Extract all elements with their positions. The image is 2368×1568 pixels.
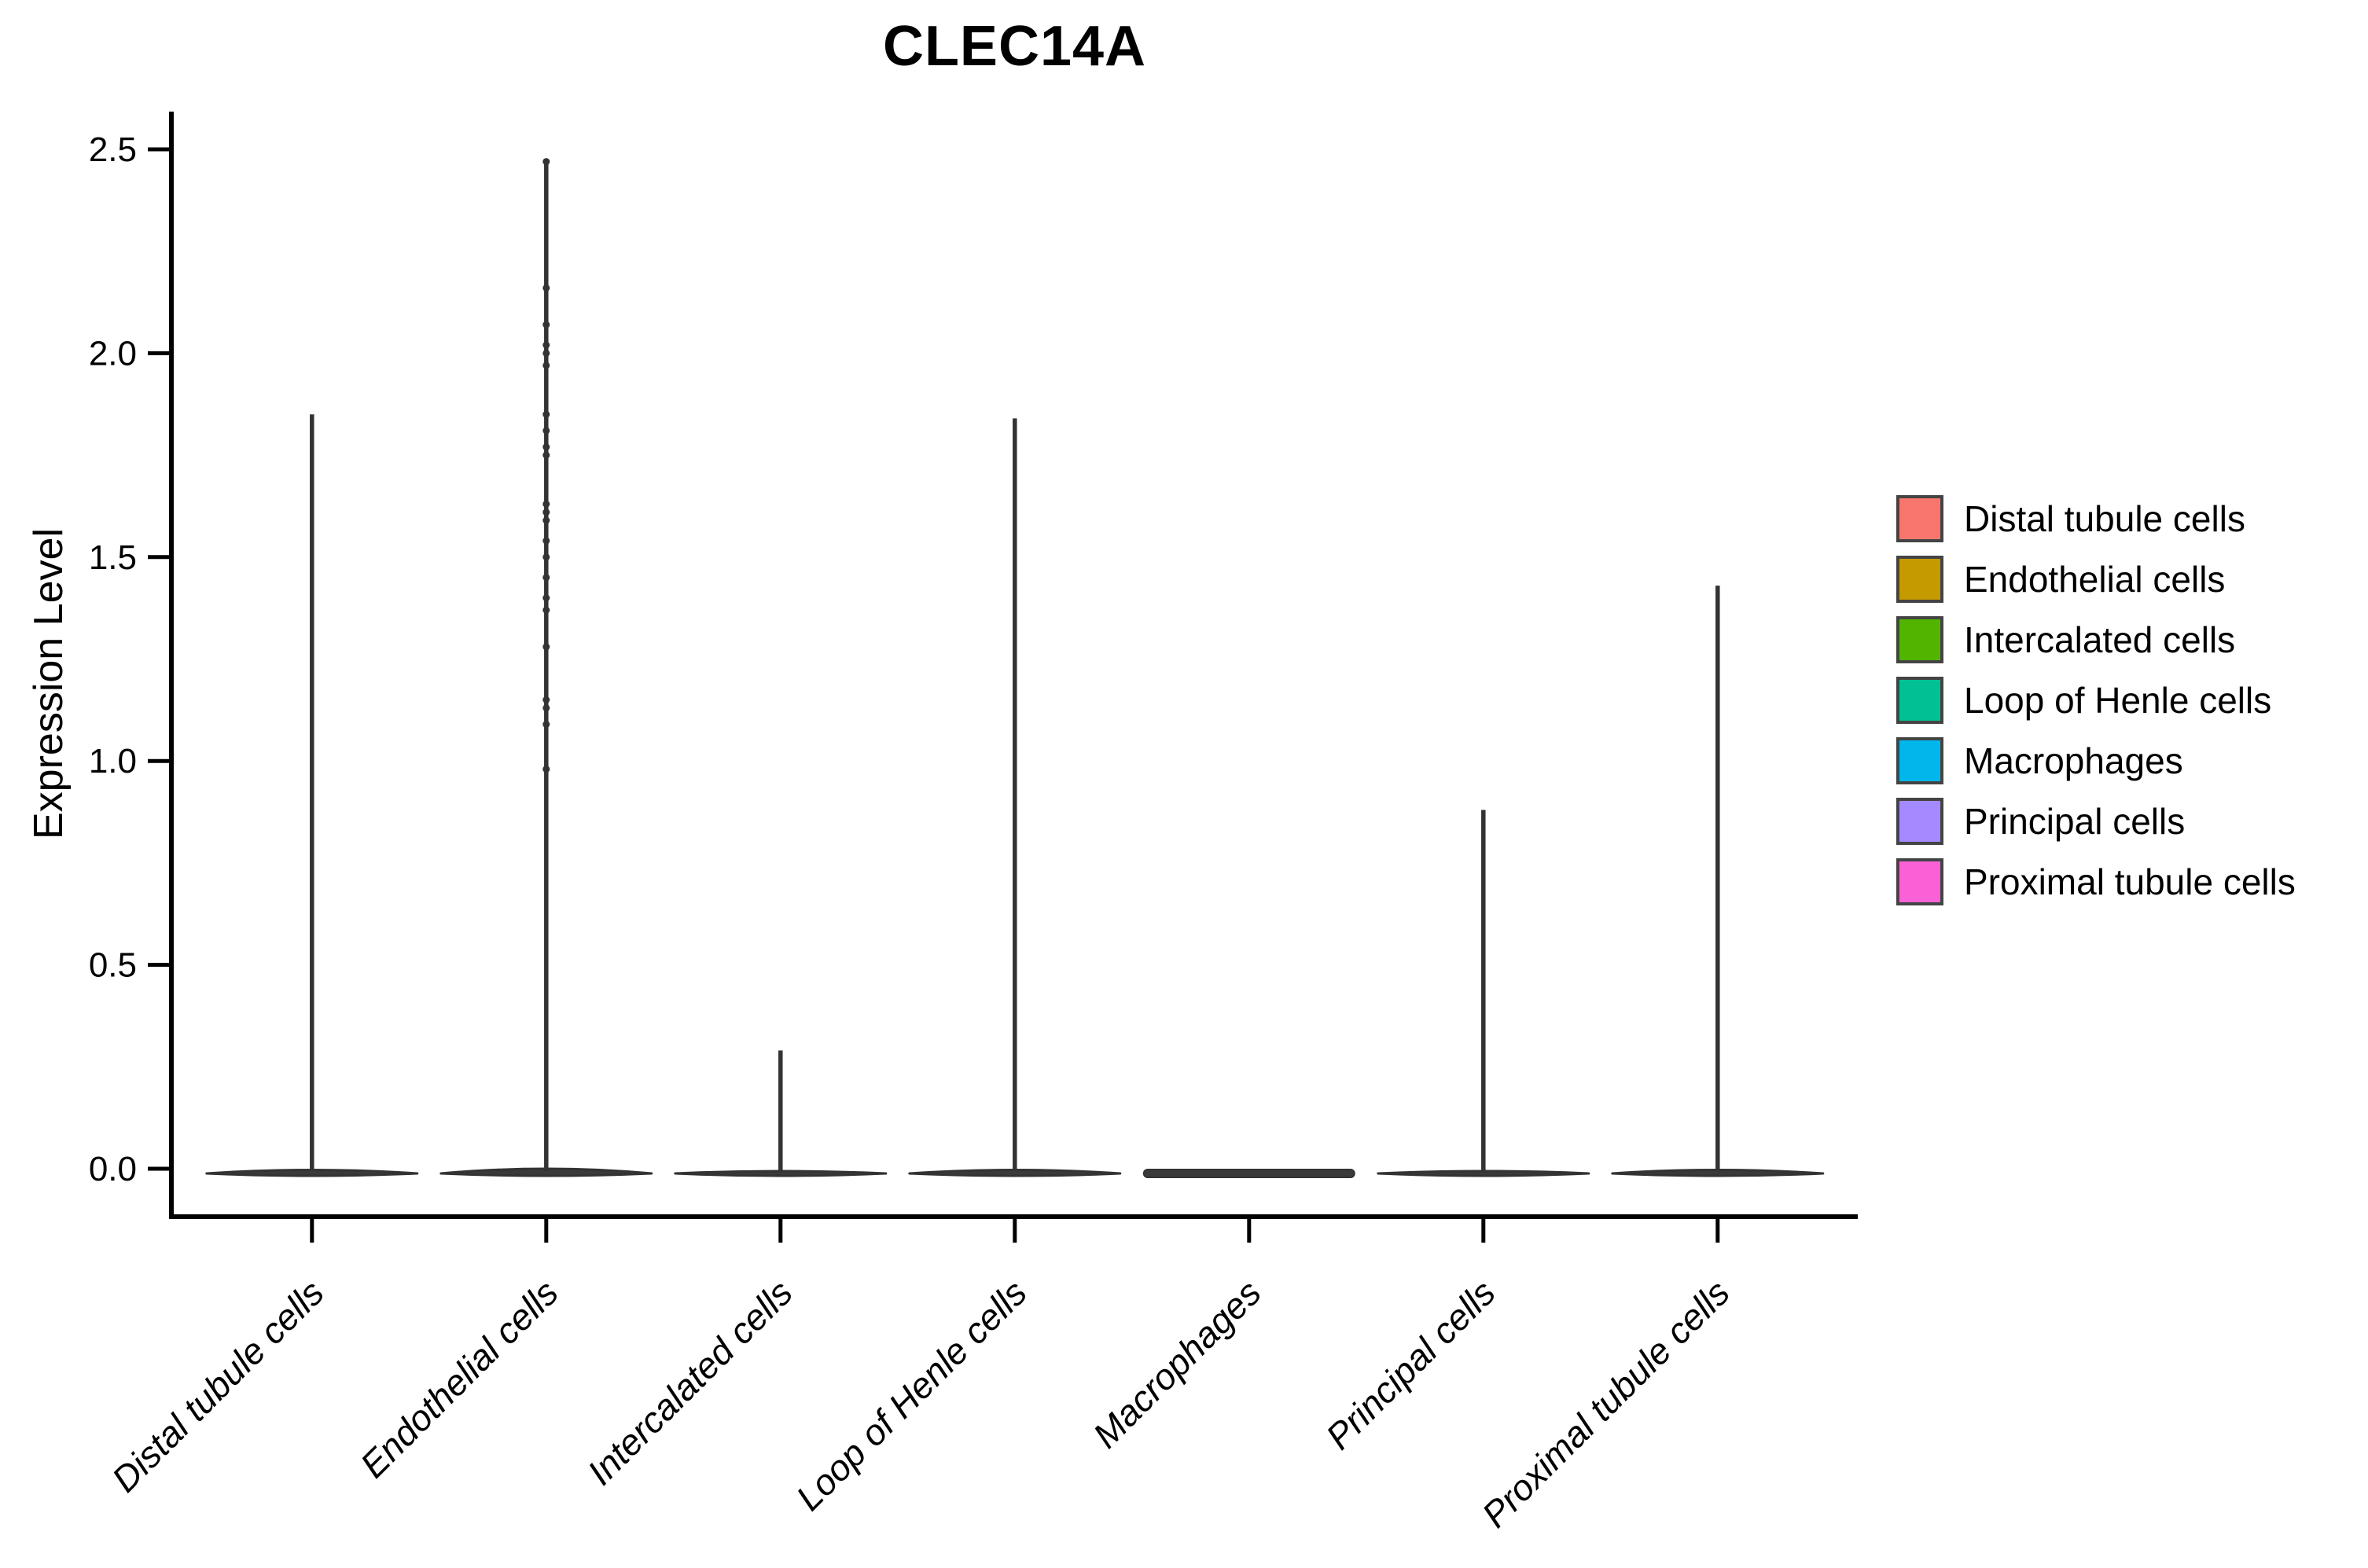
legend-label: Macrophages [1964, 740, 2183, 781]
expression-point [542, 704, 550, 712]
y-tick-label: 1.0 [89, 742, 137, 780]
legend-item: Endothelial cells [1896, 556, 2296, 603]
expression-point [542, 284, 550, 292]
expression-point [542, 500, 550, 508]
x-tick-label: Proximal tubule cells [1474, 1272, 1737, 1535]
expression-point [542, 721, 550, 729]
violin-distal-tubule-cells [205, 1169, 419, 1177]
expression-point [542, 443, 550, 451]
x-tick-label: Principal cells [1318, 1272, 1503, 1457]
expression-point [542, 766, 550, 773]
legend-item: Macrophages [1896, 737, 2296, 784]
expression-point [542, 158, 550, 166]
expression-point [542, 321, 550, 329]
legend-swatch-icon [1896, 737, 1943, 784]
legend-label: Loop of Henle cells [1964, 680, 2272, 721]
legend-swatch-icon [1896, 556, 1943, 603]
legend-item: Principal cells [1896, 798, 2296, 845]
legend-item: Proximal tubule cells [1896, 858, 2296, 905]
legend-swatch-icon [1896, 858, 1943, 905]
expression-point [542, 362, 550, 369]
legend: Distal tubule cells Endothelial cells Inte… [1896, 495, 2296, 919]
y-tick-label: 2.0 [89, 334, 137, 373]
expression-point [542, 349, 550, 357]
legend-label: Principal cells [1964, 801, 2186, 842]
x-tick-label: Macrophages [1085, 1272, 1269, 1456]
expression-point [542, 516, 550, 524]
y-tick-label: 0.0 [89, 1150, 137, 1188]
expression-point [542, 594, 550, 602]
legend-label: Proximal tubule cells [1964, 861, 2296, 902]
expression-point [542, 537, 550, 545]
expression-point [542, 553, 550, 561]
violin-macrophages [1142, 1169, 1355, 1178]
legend-item: Loop of Henle cells [1896, 677, 2296, 724]
violin-proximal-tubule-cells [1611, 1169, 1825, 1177]
x-tick-label: Intercalated cells [579, 1272, 800, 1493]
x-tick-label: Loop of Henle cells [788, 1272, 1034, 1518]
expression-point [542, 643, 550, 651]
legend-item: Distal tubule cells [1896, 495, 2296, 542]
violin-endothelial-cells [439, 1167, 653, 1177]
violin-intercalated-cells [674, 1170, 888, 1177]
x-tick-label: Endothelial cells [352, 1272, 566, 1485]
plot-title: CLEC14A [882, 15, 1147, 78]
y-tick-label: 0.5 [89, 946, 137, 985]
legend-label: Distal tubule cells [1964, 498, 2245, 539]
legend-label: Intercalated cells [1964, 619, 2236, 660]
violin-principal-cells [1377, 1170, 1590, 1177]
legend-swatch-icon [1896, 677, 1943, 724]
expression-point [542, 451, 550, 459]
expression-point [542, 341, 550, 349]
legend-swatch-icon [1896, 495, 1943, 542]
legend-item: Intercalated cells [1896, 616, 2296, 663]
expression-point [542, 427, 550, 435]
x-tick-label: Distal tubule cells [104, 1272, 332, 1500]
violin-loop-of-henle-cells [908, 1169, 1122, 1177]
expression-point [542, 606, 550, 614]
expression-point [542, 696, 550, 703]
expression-point [542, 574, 550, 582]
legend-label: Endothelial cells [1964, 559, 2226, 600]
expression-point [542, 410, 550, 418]
expression-point [542, 509, 550, 516]
legend-swatch-icon [1896, 798, 1943, 845]
legend-swatch-icon [1896, 616, 1943, 663]
y-tick-label: 1.5 [89, 538, 137, 577]
y-tick-label: 2.5 [89, 130, 137, 169]
